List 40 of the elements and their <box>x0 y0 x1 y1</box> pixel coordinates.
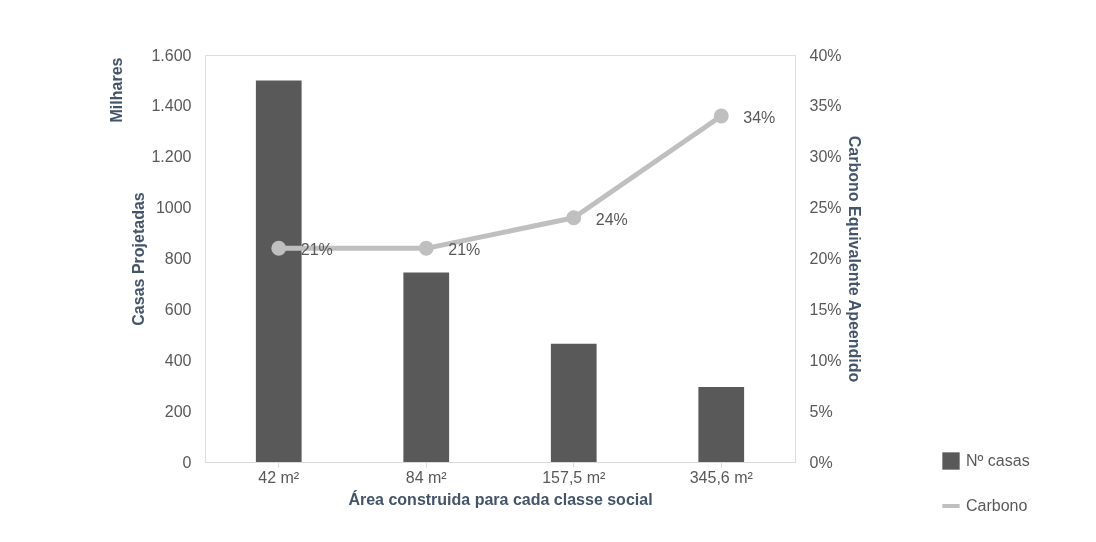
data-label: 21% <box>300 241 333 259</box>
x-tick-label: 157,5 m² <box>542 468 606 486</box>
y-tick-label: 600 <box>164 300 192 318</box>
legend-label: Nº casas <box>966 452 1030 469</box>
bar <box>403 272 450 462</box>
y2-tick-label: 35% <box>809 97 842 115</box>
y-tick-label: 1.200 <box>151 148 192 166</box>
x-tick-label: 84 m² <box>405 468 448 486</box>
data-label: 21% <box>448 241 481 259</box>
y-tick-label: 1.600 <box>151 46 192 64</box>
point <box>713 108 729 124</box>
y2-tick-label: 20% <box>809 250 842 267</box>
y2-tick-label: 30% <box>809 148 842 166</box>
y-tick-label: 1000 <box>155 199 192 217</box>
y-tick-label: 200 <box>164 402 192 420</box>
bar <box>255 80 302 462</box>
y-tick-label: 0 <box>182 453 192 471</box>
y2-tick-label: 10% <box>809 351 842 369</box>
y2-tick-label: 25% <box>809 199 842 217</box>
data-label: 24% <box>595 210 628 228</box>
bar <box>698 386 745 462</box>
point <box>271 240 287 256</box>
y-tick-label: 800 <box>164 250 192 267</box>
y2-tick-label: 5% <box>809 402 833 420</box>
data-label: 34% <box>743 109 776 127</box>
y-tick-label: 400 <box>164 351 192 369</box>
x-axis-title: Área construida para cada classe social <box>348 489 653 508</box>
point <box>566 210 582 226</box>
y-axis-title: Casas Projetadas <box>130 192 148 326</box>
bar <box>550 343 597 462</box>
y-tick-label: 1.400 <box>151 97 192 115</box>
y2-tick-label: 40% <box>809 46 842 64</box>
x-tick-label: 42 m² <box>258 468 300 486</box>
y2-tick-label: 15% <box>809 300 842 318</box>
text: Milhares <box>108 57 125 123</box>
x-tick-label: 345,6 m² <box>689 468 754 486</box>
point <box>418 240 434 256</box>
legend-label: Carbono <box>966 497 1028 514</box>
y2-tick-label: 0% <box>809 453 833 471</box>
y2-axis-title: Carbono Equivalente Apeendido <box>845 135 863 383</box>
